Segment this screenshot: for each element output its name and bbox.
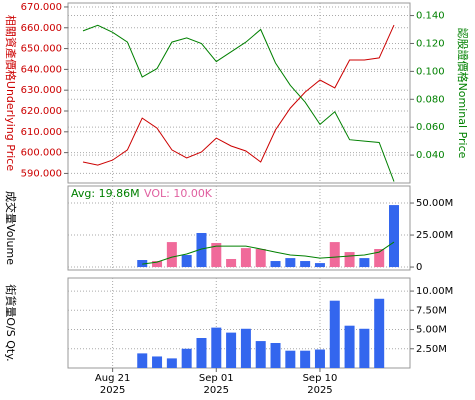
- y-tick-label: 0: [416, 262, 422, 273]
- y-tick-label: 5.00M: [416, 325, 447, 336]
- bar: [270, 261, 281, 268]
- y-tick-label: 7.50M: [416, 305, 447, 316]
- bar: [270, 343, 281, 368]
- y-tick-label: 0.060: [416, 122, 445, 133]
- y-tick-label: 670.000: [21, 2, 62, 13]
- bar: [374, 298, 385, 368]
- bar: [211, 242, 222, 268]
- y-tick-label: 50.00M: [416, 198, 453, 209]
- y-tick-label: 600.000: [21, 148, 62, 159]
- annotation: Avg: 19.86M: [71, 187, 140, 200]
- annotation: VOL: 10.00K: [144, 187, 213, 200]
- y-axis-label: 成交量Volume: [4, 191, 18, 265]
- y-tick-label: 0.080: [416, 94, 445, 105]
- line: [82, 24, 395, 182]
- bar: [226, 258, 237, 268]
- bar: [166, 242, 177, 268]
- bar: [255, 249, 266, 268]
- line: [82, 24, 395, 166]
- bar: [226, 332, 237, 368]
- y-tick-label: 0.120: [416, 38, 445, 49]
- y-axis-label: 街貨量O/S Qty.: [4, 284, 18, 361]
- y-tick-label: 610.000: [21, 127, 62, 138]
- bar: [344, 325, 355, 368]
- bar: [329, 242, 340, 268]
- y-tick-label: 620.000: [21, 106, 62, 117]
- x-tick-label: 2025: [100, 385, 125, 396]
- bar: [344, 252, 355, 268]
- x-tick-label: 2025: [204, 385, 229, 396]
- bar: [285, 350, 296, 368]
- y-tick-label: 10.00M: [416, 286, 453, 297]
- bar: [329, 300, 340, 368]
- x-tick-label: 2025: [307, 385, 332, 396]
- bar: [196, 232, 207, 268]
- x-tick-label: Sep 01: [199, 373, 234, 384]
- x-tick-label: Sep 10: [303, 373, 338, 384]
- bar: [255, 341, 266, 368]
- bar: [181, 255, 192, 268]
- bar: [240, 248, 251, 268]
- bar: [314, 349, 325, 368]
- bar: [359, 328, 370, 368]
- x-tick-label: Aug 21: [95, 373, 130, 384]
- y-tick-label: 25.00M: [416, 230, 453, 241]
- bar: [196, 338, 207, 368]
- bar: [240, 328, 251, 368]
- y-tick-label: 660.000: [21, 23, 62, 34]
- bar: [152, 356, 163, 368]
- bar: [314, 263, 325, 268]
- bar: [137, 260, 148, 268]
- y-tick-label: 630.000: [21, 85, 62, 96]
- y-tick-label: 2.50M: [416, 344, 447, 355]
- line: [142, 241, 395, 265]
- bar: [300, 350, 311, 368]
- bar: [374, 249, 385, 268]
- bar: [389, 205, 399, 268]
- y-tick-label: 0.140: [416, 11, 445, 22]
- bar: [181, 348, 192, 368]
- y2-axis-label: 認股證價格Nominal Price: [456, 28, 470, 159]
- y-tick-label: 0.040: [416, 150, 445, 161]
- y-axis-label: 相關資產價格Underlying Price: [4, 15, 18, 171]
- bar: [152, 261, 163, 268]
- y-tick-label: 650.000: [21, 44, 62, 55]
- bar: [211, 327, 222, 368]
- bar: [300, 261, 311, 268]
- bar: [285, 258, 296, 268]
- bar: [137, 353, 148, 368]
- y-tick-label: 640.000: [21, 64, 62, 75]
- y-tick-label: 590.000: [21, 168, 62, 179]
- bar: [166, 358, 177, 368]
- bar: [359, 258, 370, 268]
- y-tick-label: 0.100: [416, 66, 445, 77]
